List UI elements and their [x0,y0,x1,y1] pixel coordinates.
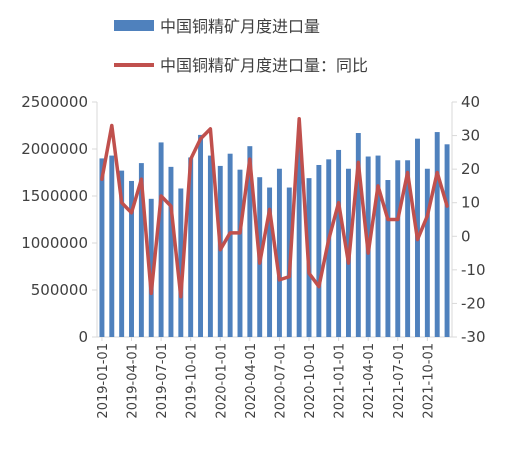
plot-area: 0 500000 1000000 1500000 2000000 2500000 -30 -2… [21,93,485,419]
x-tick-label: 2020-04-01 [244,343,259,419]
bar [434,132,440,337]
legend-item-bar: 中国铜精矿月度进口量 [114,17,320,36]
y-left-tick-label: 2500000 [21,93,88,111]
bar [296,144,302,337]
y-right-tick-label: 40 [461,93,480,111]
legend-bar-swatch [114,20,154,31]
bar [109,155,115,337]
x-tick-label: 2021-10-01 [421,343,436,419]
x-tick-label: 2019-07-01 [155,343,170,419]
bar [326,159,332,337]
bar [355,133,361,337]
legend-line-label: 中国铜精矿月度进口量：同比 [160,56,368,75]
x-tick-label: 2020-01-01 [214,343,229,419]
y-right-tick-label: -20 [461,294,486,312]
x-tick-label: 2020-10-01 [303,343,318,419]
y-left-tick-label: 500000 [31,281,88,299]
bar [227,153,233,337]
bar [158,142,164,337]
y-right-tick-label: 10 [461,194,480,212]
x-tick-label: 2019-04-01 [126,343,141,419]
bar [247,146,253,337]
bar [316,164,322,337]
y-right-tick-label: -10 [461,261,486,279]
x-tick-label: 2019-10-01 [185,343,200,419]
bar [119,170,125,337]
bar [375,155,381,337]
y-left-tick-label: 2000000 [21,140,88,158]
bar [237,169,243,337]
bar [276,168,282,337]
y-left-tick-label: 0 [78,328,88,346]
y-left-tick-label: 1000000 [21,234,88,252]
bar [198,134,204,337]
bar [267,187,273,337]
bar [168,166,174,337]
legend-bar-label: 中国铜精矿月度进口量 [160,17,320,36]
bar [336,149,342,337]
bar [178,188,184,337]
y-right-tick-label: 0 [461,227,471,245]
legend: 中国铜精矿月度进口量 中国铜精矿月度进口量：同比 [114,17,368,75]
bar [385,180,391,337]
bar [424,168,430,337]
bar [138,163,144,337]
x-tick-label: 2021-07-01 [392,343,407,419]
y-right-tick-label: -30 [461,328,486,346]
x-tick-label: 2020-07-01 [273,343,288,419]
bar [148,198,154,337]
y-right-tick-label: 30 [461,127,480,145]
x-tick-label: 2019-01-01 [96,343,111,419]
bar [207,155,213,337]
bar [395,160,401,337]
y-left-tick-label: 1500000 [21,187,88,205]
bar [217,165,223,337]
legend-item-line: 中国铜精矿月度进口量：同比 [114,56,368,75]
bar [405,160,411,337]
x-tick-label: 2021-04-01 [362,343,377,419]
x-tick-label: 2021-01-01 [333,343,348,419]
bar [99,158,105,337]
bar [129,180,134,337]
bar [444,144,450,337]
bar [188,157,194,337]
yoy-line [100,117,449,299]
y-right-tick-label: 20 [461,160,480,178]
